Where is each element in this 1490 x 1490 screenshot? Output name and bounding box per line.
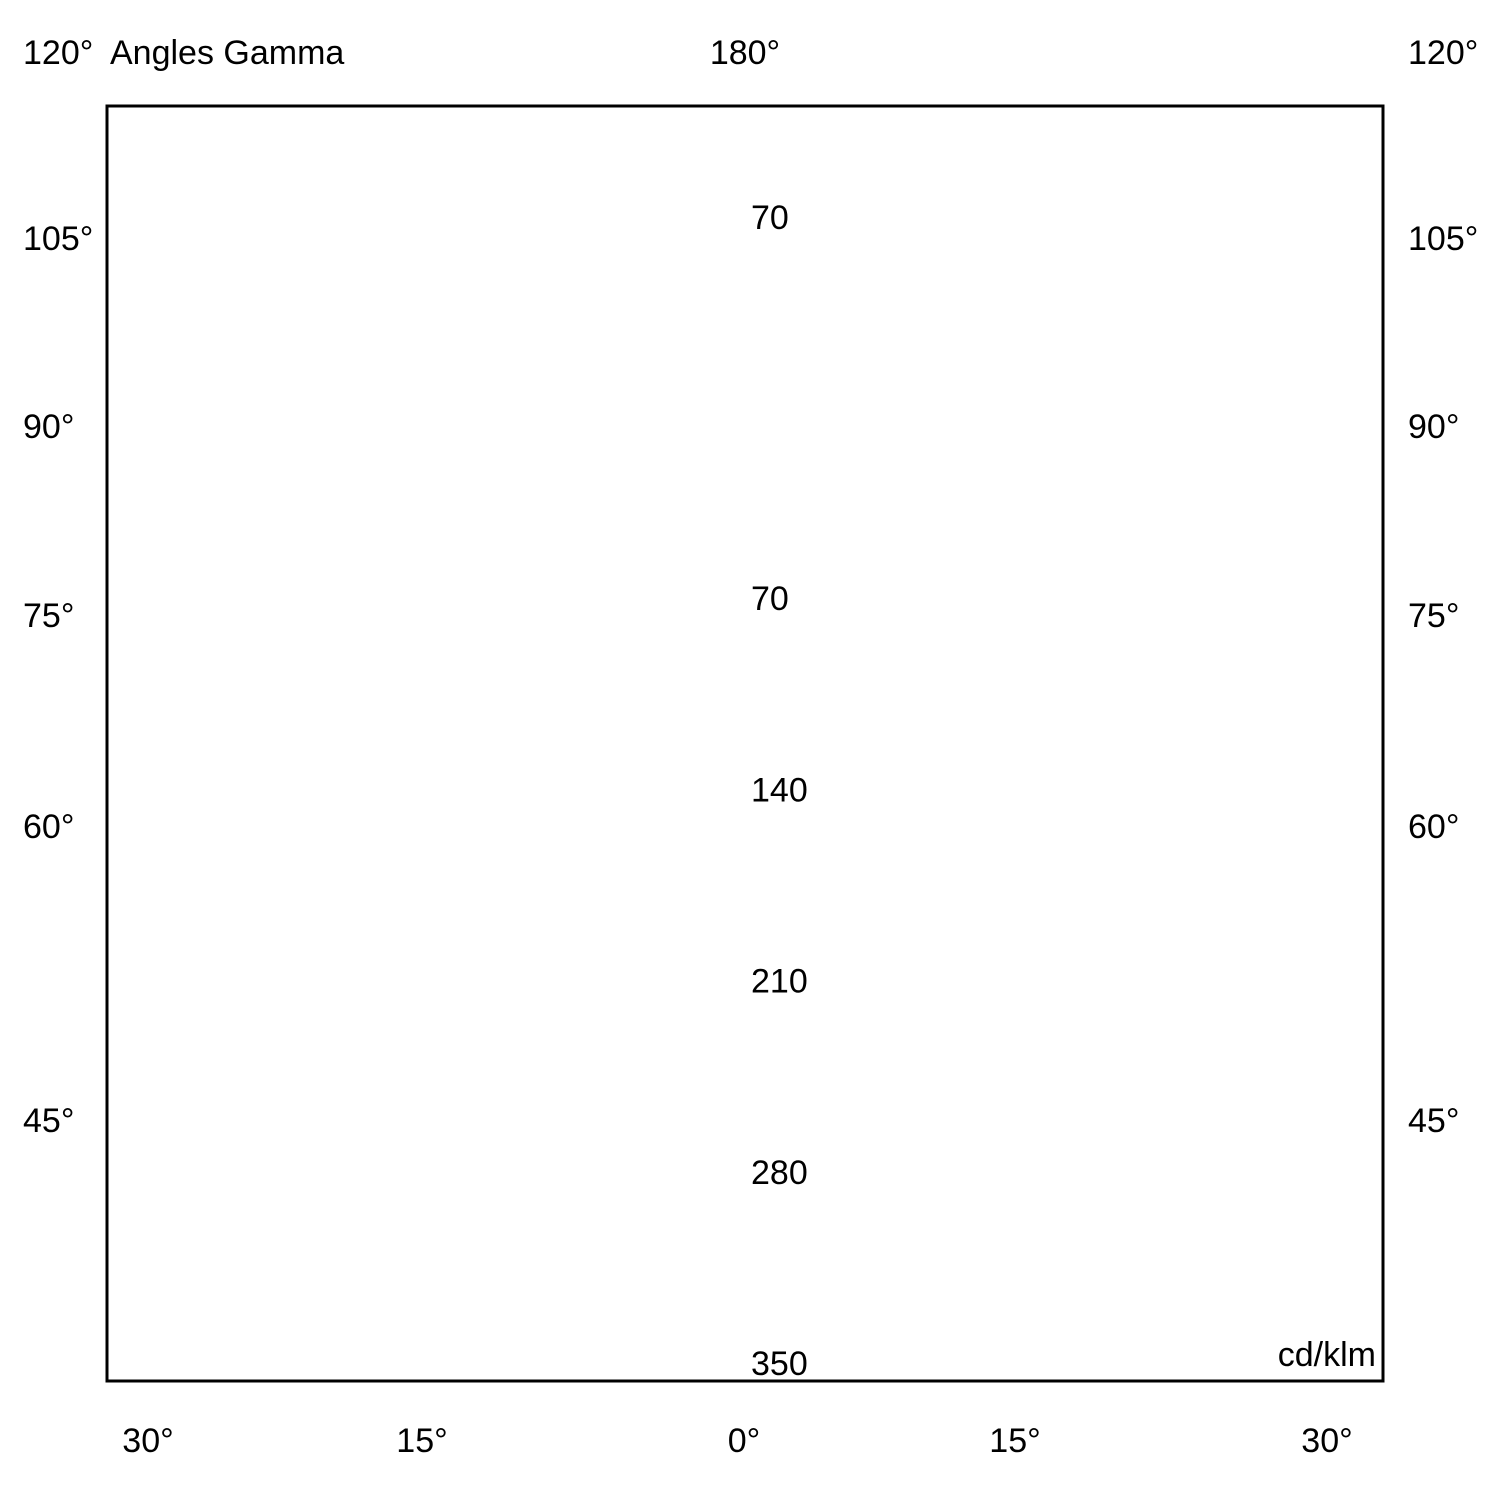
ring-350 (0, 0, 1490, 1381)
grid-line (745, 425, 1490, 813)
intensity-lobe-outline (363, 422, 1128, 1214)
ring-210 (171, 0, 1318, 999)
ring-label-280: 280 (751, 1154, 808, 1192)
grid-line (0, 425, 745, 999)
gamma-label-bottom-2: 0° (728, 1422, 761, 1460)
grid-line (171, 425, 745, 1490)
grid-line (745, 0, 1133, 425)
intensity-lobe-fill (363, 422, 1128, 1214)
gamma-label-bottom-3: 15° (989, 1422, 1040, 1460)
grid-line (745, 425, 1319, 1490)
ring-280 (0, 0, 1490, 1190)
grid-line (357, 425, 745, 1490)
gamma-label-left-45°: 45° (23, 1102, 74, 1140)
chart-title: Angles Gamma (110, 34, 344, 72)
grid-line (357, 0, 745, 425)
ring-140 (363, 43, 1128, 808)
grid-line (745, 425, 1490, 1490)
grid-line (745, 0, 1490, 425)
ring-70 (554, 234, 936, 616)
grid-line (0, 425, 745, 1490)
grid-line (745, 425, 1490, 999)
grid-line (745, 425, 1490, 1486)
gamma-label-left-90°: 90° (23, 408, 74, 446)
grid-line (745, 0, 1490, 425)
ring-label-140: 140 (751, 771, 808, 809)
plot-frame (105, 104, 1385, 1383)
gamma-label-left-75°: 75° (23, 597, 74, 635)
gamma-label-right-90°: 90° (1408, 408, 1459, 446)
gamma-label-right-75°: 75° (1408, 597, 1459, 635)
ring-label-350: 350 (751, 1345, 808, 1383)
grid-line (0, 425, 745, 1175)
grid-line (549, 425, 745, 1490)
grid-line (745, 425, 1490, 621)
gamma-label-right-120°: 120° (1408, 34, 1478, 72)
grid-line (745, 0, 1490, 425)
gamma-label-right-45°: 45° (1408, 1102, 1459, 1140)
grid-line (745, 37, 1490, 425)
grid-line (745, 425, 1490, 1490)
grid-line (0, 37, 745, 425)
gamma-label-top-180: 180° (710, 34, 780, 72)
ring-label-top-70: 70 (751, 199, 789, 237)
grid-line (0, 425, 745, 621)
ring-label-70: 70 (751, 580, 789, 618)
gamma-label-right-60°: 60° (1408, 808, 1459, 846)
gamma-label-left-60°: 60° (23, 808, 74, 846)
grid-line (0, 425, 745, 813)
gamma-label-bottom-1: 15° (396, 1422, 447, 1460)
grid-line (745, 425, 1490, 1175)
grid-line (0, 425, 745, 1338)
gamma-label-right-105°: 105° (1408, 220, 1478, 258)
grid-line (0, 425, 745, 1490)
grid-line (745, 425, 1133, 1490)
unit-label: cd/klm (1278, 1336, 1376, 1374)
gamma-label-bottom-0: 30° (122, 1422, 173, 1460)
gamma-label-left-105°: 105° (23, 220, 93, 258)
gamma-label-bottom-4: 30° (1301, 1422, 1352, 1460)
gamma-label-left-120°: 120° (23, 34, 93, 72)
grid-line (0, 425, 745, 1486)
ring-label-210: 210 (751, 963, 808, 1001)
grid-line (745, 425, 1490, 1338)
